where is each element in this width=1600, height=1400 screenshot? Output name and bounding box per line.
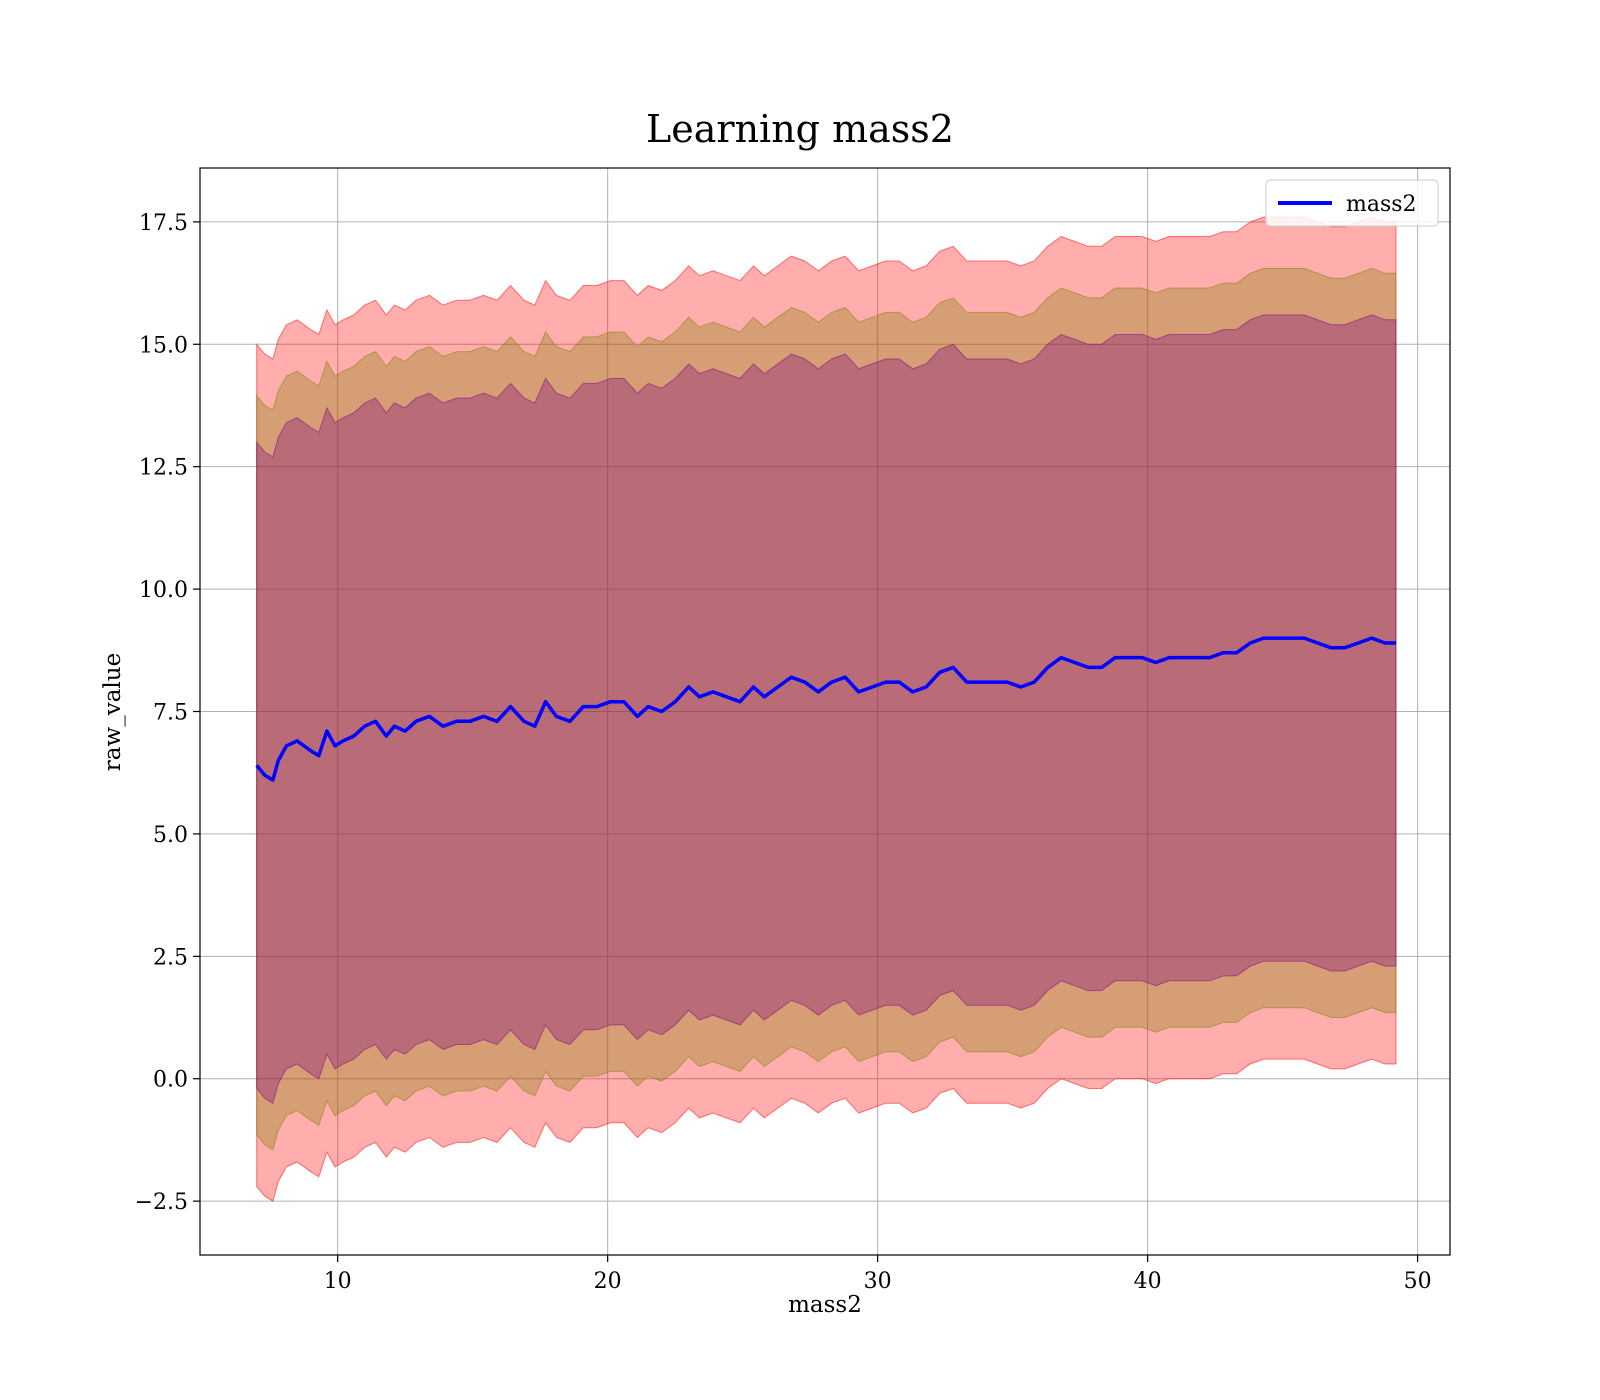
x-tick-label: 30	[864, 1269, 892, 1294]
confidence-band-2	[256, 314, 1397, 1104]
x-tick-label: 50	[1404, 1269, 1432, 1294]
y-tick-label: 15.0	[139, 333, 188, 358]
grid	[200, 168, 1450, 1255]
x-tick-label: 40	[1134, 1269, 1162, 1294]
y-tick-label: 17.5	[139, 211, 188, 236]
y-tick-label: 10.0	[139, 578, 188, 603]
x-tick-label: 20	[594, 1269, 622, 1294]
x-tick-label: 10	[324, 1269, 352, 1294]
legend: mass2	[1265, 179, 1439, 227]
y-tick-label: 2.5	[153, 945, 188, 970]
y-tick-label: −2.5	[135, 1190, 188, 1215]
series-line-mass2	[255, 636, 1396, 782]
legend-label-mass2: mass2	[1346, 192, 1417, 217]
chart-title: Learning mass2	[646, 107, 954, 151]
y-tick-label: 5.0	[153, 823, 188, 848]
bands	[256, 216, 1397, 1202]
y-tick-label: 0.0	[153, 1068, 188, 1093]
series-lines	[255, 636, 1396, 782]
y-ticks: −2.5 0.0 2.5 5.0 7.5 10.0 12.5 15.0 17.5	[135, 211, 200, 1215]
x-ticks: 10 20 30 40 50	[324, 1255, 1432, 1294]
confidence-band-1	[256, 267, 1397, 1151]
confidence-band-0	[256, 216, 1397, 1202]
y-tick-label: 7.5	[153, 701, 188, 726]
legend-box	[1265, 179, 1439, 227]
y-axis-label: raw_value	[100, 653, 126, 771]
y-tick-label: 12.5	[139, 456, 188, 481]
x-axis-label: mass2	[788, 1292, 862, 1318]
